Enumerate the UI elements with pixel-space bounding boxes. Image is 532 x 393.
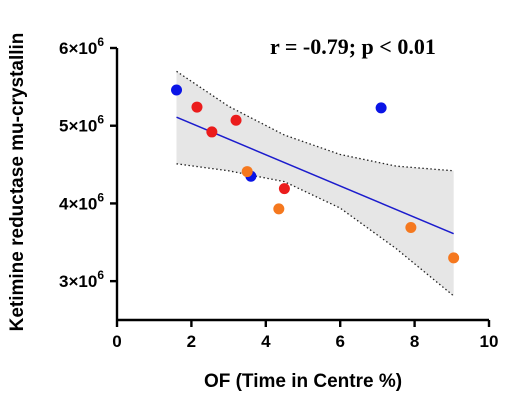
- data-point-red: [191, 101, 203, 113]
- x-tick-label: 0: [112, 332, 121, 351]
- confidence-band-lower: [176, 163, 455, 297]
- regression-line: [176, 116, 454, 235]
- data-point-orange: [448, 252, 460, 264]
- data-point-blue: [375, 102, 387, 114]
- y-axis-title: Ketimine reductase mu-crystallin: [7, 33, 28, 332]
- x-axis-title: OF (Time in Centre %): [204, 371, 402, 392]
- data-points: [171, 84, 460, 264]
- confidence-band-upper: [176, 70, 454, 172]
- data-point-orange: [273, 203, 285, 215]
- x-tick-label: 8: [410, 332, 419, 351]
- tick-labels: 0 2 4 6 8 10 3×106 4×106 5×106 6×106: [59, 35, 498, 351]
- data-point-red: [230, 114, 242, 126]
- x-tick-label: 4: [261, 332, 271, 351]
- data-point-blue: [171, 84, 183, 96]
- x-tick-label: 2: [187, 332, 196, 351]
- y-tick-label: 5×106: [59, 113, 104, 136]
- data-point-orange: [405, 222, 417, 234]
- y-tick-label: 4×106: [59, 190, 104, 213]
- data-point-red: [206, 126, 218, 138]
- data-point-red: [278, 183, 290, 195]
- x-tick-label: 6: [335, 332, 344, 351]
- y-tick-label: 3×106: [59, 268, 104, 291]
- axes: [110, 46, 491, 327]
- correlation-annotation: r = -0.79; p < 0.01: [270, 34, 436, 59]
- regression-line-layer: [176, 116, 454, 235]
- confidence-band-layer: [176, 70, 455, 297]
- y-tick-label: 6×106: [59, 35, 104, 58]
- x-tick-label: 10: [480, 332, 499, 351]
- data-point-orange: [241, 166, 253, 178]
